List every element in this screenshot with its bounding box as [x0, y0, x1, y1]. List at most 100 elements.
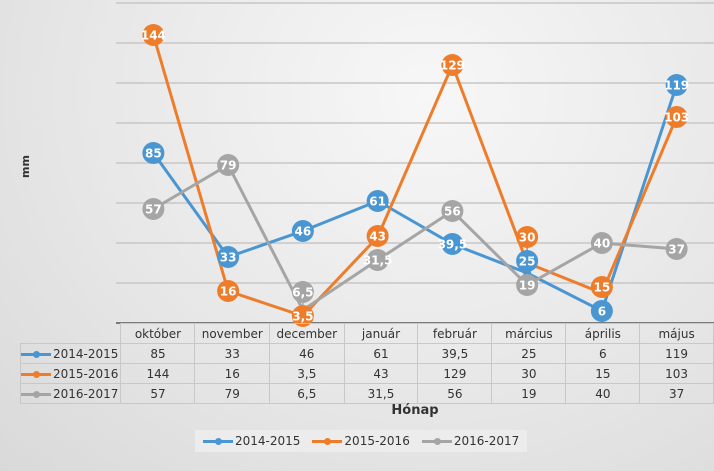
legend-item: 2015-2016	[312, 434, 410, 448]
table-cell: 85	[120, 343, 196, 364]
table-row: 2015-2016 144 16 3,5 43 129 30 15 103	[19, 363, 714, 384]
category-label: január	[343, 323, 419, 344]
data-label: 33	[220, 251, 237, 265]
data-label: 43	[369, 230, 386, 244]
category-label: február	[417, 323, 493, 344]
legend-key	[21, 350, 51, 358]
data-point	[441, 200, 464, 222]
legend-key	[21, 390, 51, 398]
data-label: 16	[220, 285, 237, 299]
category-label: november	[194, 323, 271, 344]
table-cell: 30	[491, 363, 567, 384]
data-label: 144	[141, 29, 166, 43]
data-point	[516, 226, 539, 248]
data-label: 61	[369, 195, 386, 209]
table-cell: 33	[194, 343, 271, 364]
data-label: 30	[519, 231, 536, 245]
data-point	[590, 300, 613, 322]
category-label: október	[120, 323, 196, 344]
data-label: 40	[594, 237, 611, 251]
data-point	[142, 198, 165, 220]
data-point	[366, 190, 389, 212]
table-cell: 37	[639, 383, 714, 404]
legend-key	[21, 370, 51, 378]
data-label: 31,5	[363, 254, 393, 268]
data-point	[590, 276, 613, 298]
table-cell: 79	[194, 383, 271, 404]
series-line-2014-2015	[152, 84, 679, 314]
table-cell: 19	[491, 383, 567, 404]
series-name: 2014-2015	[19, 343, 122, 364]
data-label: 39,5	[438, 238, 468, 252]
legend-item: 2016-2017	[421, 434, 519, 448]
table-cell: 144	[120, 363, 196, 384]
data-label: 129	[440, 59, 465, 73]
y-axis-label: mm	[18, 155, 32, 178]
data-label: 25	[519, 255, 536, 269]
table-cell: 57	[120, 383, 196, 404]
data-point	[516, 250, 539, 272]
data-point	[665, 238, 688, 260]
table-cell: 6,5	[269, 383, 345, 404]
table-cell: 6	[565, 343, 641, 364]
data-label: 85	[145, 147, 162, 161]
table-cell: 103	[639, 363, 714, 384]
data-label: 19	[519, 279, 536, 293]
series-line-2015-2016	[151, 34, 679, 318]
series-name: 2016-2017	[19, 383, 122, 404]
legend-key	[203, 438, 233, 445]
table-header-row: október november december január február…	[21, 323, 714, 344]
category-label: április	[565, 323, 641, 344]
table-cell: 16	[194, 363, 271, 384]
table-row: 2014-2015 85 33 46 61 39,5 25 6 119	[19, 343, 714, 364]
table-cell: 3,5	[269, 363, 345, 384]
data-label: 6	[598, 305, 606, 319]
data-label: 79	[220, 159, 237, 173]
data-point	[217, 280, 240, 302]
legend-key	[421, 438, 452, 445]
data-label: 56	[444, 205, 461, 219]
table-cell: 39,5	[417, 343, 493, 364]
data-point	[291, 281, 314, 303]
data-point	[217, 154, 240, 176]
data-point	[366, 249, 389, 271]
legend-key	[312, 438, 343, 445]
data-point	[665, 74, 688, 96]
table-cell: 56	[417, 383, 493, 404]
data-point	[665, 106, 688, 128]
table-cell: 43	[343, 363, 419, 384]
table-cell: 40	[565, 383, 641, 404]
data-label: 6,5	[292, 286, 313, 300]
table-cell: 31,5	[343, 383, 419, 404]
data-point	[291, 220, 314, 242]
data-label: 103	[664, 111, 689, 125]
data-label: 119	[664, 79, 689, 93]
series-line-2016-2017	[152, 162, 677, 313]
data-table: október november december január február…	[19, 323, 714, 404]
legend-item: 2014-2015	[203, 434, 300, 448]
table-row: 2016-2017 57 79 6,5 31,5 56 19 40 37	[19, 383, 714, 404]
table-cell: 119	[639, 343, 714, 364]
table-cell: 25	[491, 343, 567, 364]
legend: 2014-2015 2015-2016 2016-2017	[195, 430, 528, 452]
data-label: 3,5	[292, 310, 313, 324]
data-point	[217, 246, 240, 268]
category-label: március	[491, 323, 567, 344]
data-point	[441, 54, 464, 76]
table-cell: 46	[269, 343, 345, 364]
data-label: 15	[594, 281, 611, 295]
data-label: 46	[295, 225, 312, 239]
category-label: december	[269, 323, 345, 344]
data-point	[366, 225, 389, 247]
data-label: 37	[668, 243, 685, 257]
data-point	[142, 142, 165, 164]
series-name: 2015-2016	[19, 363, 122, 384]
data-point	[441, 233, 464, 255]
table-cell: 15	[565, 363, 641, 384]
table-cell: 129	[417, 363, 493, 384]
data-point	[516, 274, 539, 296]
data-point	[142, 24, 165, 46]
data-point	[291, 305, 314, 327]
